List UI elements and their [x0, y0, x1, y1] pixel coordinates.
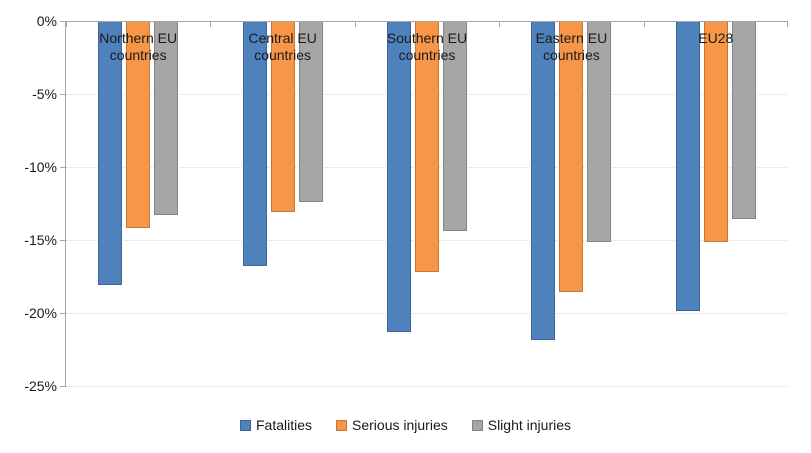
category-label-eu28: EU28 [698, 30, 734, 46]
category-label-eastern-eu-countries: Eastern EU countries [535, 30, 608, 63]
category-axis-tick [643, 22, 645, 27]
category-axis-tick [354, 22, 356, 27]
legend-item-slight-injuries: Slight injuries [471, 417, 571, 433]
legend-swatch-slight-injuries [471, 419, 483, 431]
bar-fatalities-eu28 [675, 22, 700, 312]
y-axis-tick [60, 240, 66, 241]
y-axis-line [65, 22, 66, 387]
y-axis-label: -15% [24, 232, 57, 248]
category-label-southern-eu-countries: Southern EU countries [386, 30, 468, 63]
zero-axis-line [66, 21, 788, 22]
bar-fatalities-southern-eu-countries [387, 22, 411, 332]
y-axis-tick [60, 313, 66, 314]
bar-serious-injuries-eastern-eu-countries [559, 22, 584, 293]
bar-slight-injuries-southern-eu-countries [443, 22, 467, 231]
legend-item-fatalities: Fatalities [239, 417, 313, 433]
category-axis-tick [499, 22, 501, 27]
y-axis-label: -5% [32, 86, 57, 102]
y-axis-label: -25% [24, 378, 57, 394]
legend-swatch-fatalities [239, 419, 251, 431]
bar-slight-injuries-eu28 [731, 22, 756, 220]
y-axis-tick [60, 167, 66, 168]
category-axis-tick [66, 22, 67, 27]
gridline [66, 313, 788, 314]
legend-swatch-serious-injuries [336, 419, 348, 431]
category-label-central-eu-countries: Central EU countries [248, 30, 317, 63]
y-axis-tick [60, 94, 66, 95]
legend-label: Slight injuries [487, 417, 571, 433]
bar-serious-injuries-eu28 [703, 22, 728, 243]
bar-serious-injuries-southern-eu-countries [415, 22, 439, 272]
bar-serious-injuries-central-eu-countries [270, 22, 295, 212]
y-axis-label: -10% [24, 159, 57, 175]
category-axis-tick [787, 22, 788, 27]
category-label-northern-eu-countries: Northern EU countries [99, 30, 178, 63]
y-axis-label: 0% [36, 13, 57, 29]
category-axis-tick [210, 22, 212, 27]
bar-slight-injuries-central-eu-countries [298, 22, 323, 202]
y-axis-tick [60, 386, 66, 387]
legend: Fatalities Serious injuries Slight injurie… [0, 412, 811, 438]
y-axis-label: -20% [24, 305, 57, 321]
gridline [66, 386, 788, 387]
legend-label: Serious injuries [352, 417, 448, 433]
bar-slight-injuries-northern-eu-countries [154, 22, 179, 215]
legend-item-serious-injuries: Serious injuries [336, 417, 448, 433]
bar-serious-injuries-northern-eu-countries [126, 22, 151, 228]
legend-label: Fatalities [255, 417, 313, 433]
bar-slight-injuries-eastern-eu-countries [587, 22, 612, 243]
bar-fatalities-central-eu-countries [242, 22, 267, 266]
bar-fatalities-eastern-eu-countries [531, 22, 556, 341]
bar-fatalities-northern-eu-countries [98, 22, 123, 285]
y-axis-tick [60, 21, 66, 22]
